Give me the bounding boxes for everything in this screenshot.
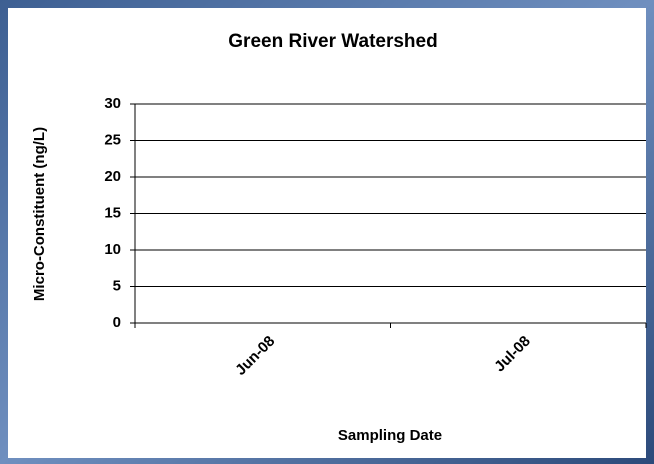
y-tick-label: 30 [104,95,121,112]
chart-title: Green River Watershed [228,31,437,52]
x-axis-label: Sampling Date [338,427,442,444]
y-axis-label: Micro-Constituent (ng/L) [31,127,48,301]
y-tick-label: 20 [104,168,121,185]
chart-area [8,8,646,458]
y-tick-label: 25 [104,131,121,148]
y-tick-label: 5 [113,277,121,294]
y-tick-label: 15 [104,204,121,221]
y-tick-label: 0 [113,314,121,331]
y-tick-label: 10 [104,241,121,258]
